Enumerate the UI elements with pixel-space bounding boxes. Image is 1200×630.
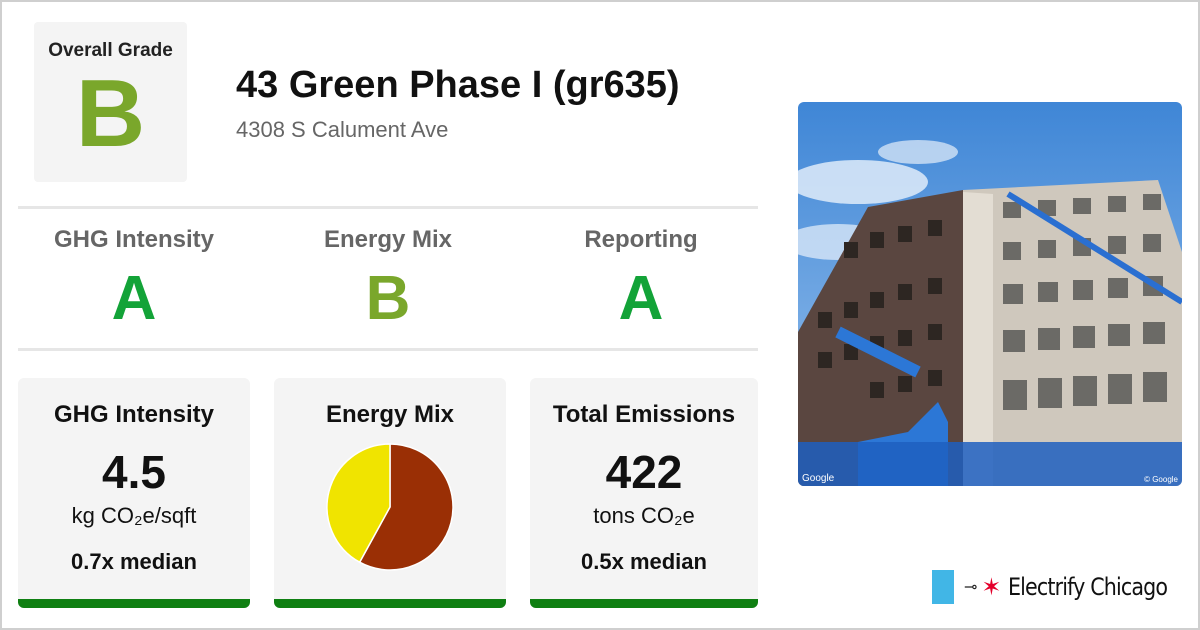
flag-stripe-icon bbox=[932, 570, 954, 604]
building-street-view-photo: Google © Google bbox=[798, 102, 1182, 486]
subgrade-letter: A bbox=[618, 264, 664, 333]
total-emissions-unit: tons CO₂e bbox=[593, 503, 695, 528]
subgrade-label: Reporting bbox=[584, 226, 698, 253]
photo-credit-right: © Google bbox=[1144, 475, 1178, 484]
subgrade-label: Energy Mix bbox=[323, 226, 453, 253]
plug-icon: ⊸ bbox=[964, 579, 978, 596]
chicago-star-icon: ✶ bbox=[981, 573, 1002, 601]
subgrade-letter: A bbox=[111, 264, 157, 333]
ghg-intensity-median: 0.7x median bbox=[71, 549, 197, 574]
ghg-intensity-unit: kg CO₂e/sqft bbox=[71, 503, 197, 528]
subgrade-reporting: Reporting A bbox=[521, 226, 761, 330]
building-address: 4308 S Calument Ave bbox=[236, 117, 449, 142]
overall-grade-letter: B bbox=[75, 60, 146, 167]
overall-grade-label: Overall Grade bbox=[48, 40, 173, 61]
card-title: GHG Intensity bbox=[53, 401, 215, 428]
pie-slice bbox=[326, 443, 391, 564]
card-accent-bar bbox=[530, 599, 758, 608]
electrify-chicago-logo[interactable]: ⊸ ✶ Electrify Chicago bbox=[932, 570, 1193, 604]
divider-top bbox=[18, 206, 758, 209]
energy-mix-card: Energy Mix bbox=[274, 378, 506, 608]
divider-bottom bbox=[18, 348, 758, 351]
total-emissions-value: 422 bbox=[605, 446, 683, 498]
card-accent-bar bbox=[18, 599, 250, 608]
overall-grade-box: Overall Grade B bbox=[34, 22, 187, 182]
ghg-intensity-value: 4.5 bbox=[102, 446, 166, 498]
ghg-intensity-card: GHG Intensity 4.5 kg CO₂e/sqft 0.7x medi… bbox=[18, 378, 250, 608]
photo-credit-left: Google bbox=[802, 473, 835, 484]
card-title: Energy Mix bbox=[325, 401, 455, 428]
total-emissions-card: Total Emissions 422 tons CO₂e 0.5x media… bbox=[530, 378, 758, 608]
total-emissions-median: 0.5x median bbox=[581, 549, 707, 574]
brand-name: Electrify Chicago bbox=[1007, 573, 1168, 601]
card-accent-bar bbox=[274, 599, 506, 608]
energy-mix-pie-chart bbox=[326, 443, 454, 571]
card-title: Total Emissions bbox=[552, 401, 736, 428]
subgrade-letter: B bbox=[365, 264, 411, 333]
subgrade-ghg-intensity: GHG Intensity A bbox=[14, 226, 254, 330]
building-photo-illustration bbox=[798, 102, 1182, 486]
subgrade-energy-mix: Energy Mix B bbox=[268, 226, 508, 330]
building-title: 43 Green Phase I (gr635) bbox=[236, 64, 680, 106]
subgrade-label: GHG Intensity bbox=[53, 226, 215, 253]
pie-slice bbox=[358, 443, 454, 571]
